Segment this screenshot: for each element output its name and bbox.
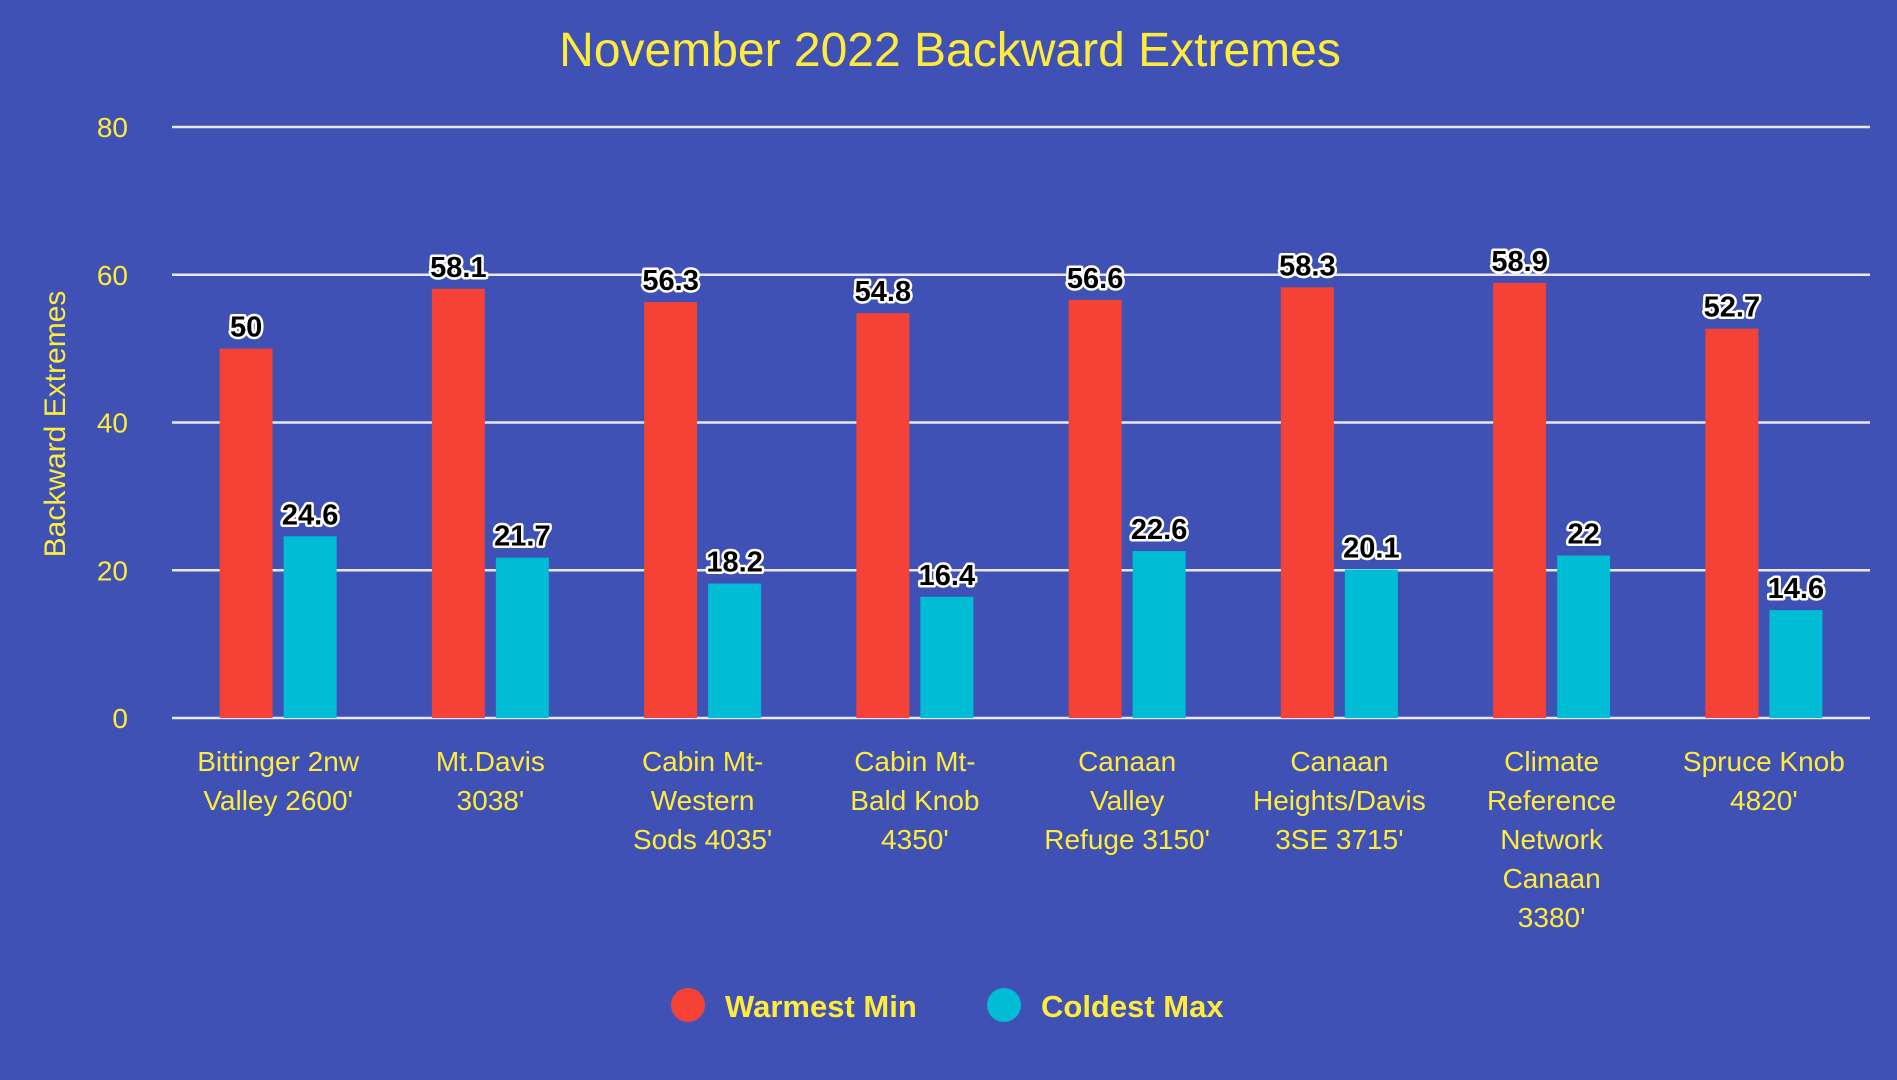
x-tick-label: Reference bbox=[1487, 785, 1616, 816]
legend[interactable]: Warmest Min Coldest Max bbox=[671, 988, 1224, 1024]
y-tick-label: 60 bbox=[97, 260, 128, 291]
x-tick-label: Valley 2600' bbox=[203, 785, 353, 816]
bar-coldest-max bbox=[1557, 555, 1611, 718]
data-label: 54.8 bbox=[855, 276, 911, 308]
x-axis-ticks: Bittinger 2nw Valley 2600' Mt.Davis 3038' Ca… bbox=[197, 746, 1845, 933]
data-label: 58.1 bbox=[430, 252, 486, 284]
y-tick-label: 80 bbox=[97, 112, 128, 143]
data-label: 16.4 bbox=[919, 560, 975, 592]
bar-coldest-max bbox=[283, 536, 337, 718]
bar-coldest-max bbox=[1132, 551, 1186, 718]
y-axis-ticks: 0 20 40 60 80 bbox=[97, 112, 128, 734]
data-label: 22 bbox=[1567, 518, 1599, 550]
x-tick-label: 3038' bbox=[457, 785, 525, 816]
bar-warmest-min bbox=[219, 348, 273, 718]
chart-title: November 2022 Backward Extremes bbox=[559, 24, 1341, 77]
x-tick-label: 4820' bbox=[1730, 785, 1798, 816]
x-tick-label: Valley bbox=[1090, 785, 1164, 816]
x-tick-label: 4350' bbox=[881, 824, 949, 855]
x-tick-label: Canaan bbox=[1290, 746, 1388, 777]
data-label: 58.3 bbox=[1279, 250, 1335, 282]
x-tick-label: 3SE 3715' bbox=[1275, 824, 1403, 855]
y-tick-label: 40 bbox=[97, 408, 128, 439]
bar-warmest-min bbox=[1280, 287, 1334, 718]
x-tick-label: Canaan bbox=[1503, 863, 1601, 894]
x-tick-label: Cabin Mt- bbox=[854, 746, 975, 777]
x-tick-label: Network bbox=[1500, 824, 1604, 855]
bar-warmest-min bbox=[856, 313, 910, 718]
data-label: 50 bbox=[230, 312, 262, 344]
legend-label[interactable]: Warmest Min bbox=[725, 989, 917, 1024]
bar-warmest-min bbox=[431, 288, 485, 718]
bar-warmest-min bbox=[644, 302, 698, 718]
x-tick-label: Cabin Mt- bbox=[642, 746, 763, 777]
y-axis-label: Backward Extremes bbox=[39, 291, 72, 558]
gridlines bbox=[172, 125, 1870, 720]
bar-coldest-max bbox=[708, 583, 762, 718]
data-label: 18.2 bbox=[706, 547, 762, 579]
data-label: 22.6 bbox=[1131, 514, 1187, 546]
x-tick-label: Spruce Knob bbox=[1683, 746, 1845, 777]
y-tick-label: 20 bbox=[97, 555, 128, 586]
bar-coldest-max bbox=[920, 596, 974, 718]
legend-swatch bbox=[671, 988, 705, 1022]
data-label: 24.6 bbox=[282, 499, 338, 531]
x-tick-label: Bald Knob bbox=[850, 785, 979, 816]
bar-coldest-max bbox=[1344, 569, 1398, 718]
data-label: 58.9 bbox=[1491, 246, 1547, 278]
x-tick-label: Climate bbox=[1504, 746, 1599, 777]
x-tick-label: 3380' bbox=[1518, 902, 1586, 933]
data-label: 56.6 bbox=[1067, 263, 1123, 295]
data-label: 20.1 bbox=[1343, 533, 1399, 565]
x-tick-label: Heights/Davis bbox=[1253, 785, 1426, 816]
data-label: 56.3 bbox=[642, 265, 698, 297]
x-tick-label: Bittinger 2nw bbox=[197, 746, 360, 777]
legend-swatch bbox=[987, 988, 1021, 1022]
data-label: 21.7 bbox=[494, 521, 550, 553]
x-tick-label: Sods 4035' bbox=[633, 824, 772, 855]
bars bbox=[219, 282, 1823, 718]
data-label: 52.7 bbox=[1704, 292, 1760, 324]
data-labels: 50 24.6 58.1 21.7 56.3 18.2 54.8 16.4 56.6 22.6 58… bbox=[227, 243, 1826, 607]
x-tick-label: Refuge 3150' bbox=[1044, 824, 1210, 855]
bar-warmest-min bbox=[1705, 328, 1759, 718]
legend-label[interactable]: Coldest Max bbox=[1041, 989, 1224, 1024]
data-label: 14.6 bbox=[1768, 573, 1824, 605]
bar-warmest-min bbox=[1068, 299, 1122, 718]
x-tick-label: Mt.Davis bbox=[436, 746, 545, 777]
bar-warmest-min bbox=[1493, 282, 1547, 718]
y-tick-label: 0 bbox=[112, 703, 128, 734]
bar-coldest-max bbox=[1769, 610, 1823, 718]
x-tick-label: Western bbox=[651, 785, 755, 816]
x-tick-label: Canaan bbox=[1078, 746, 1176, 777]
bar-coldest-max bbox=[495, 557, 549, 718]
